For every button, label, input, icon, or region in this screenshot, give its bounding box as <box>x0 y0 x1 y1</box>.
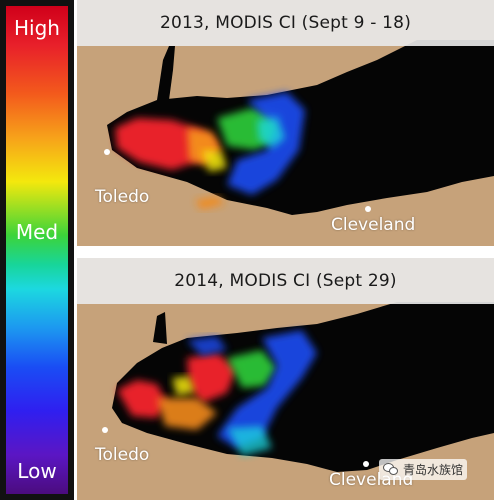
bloom-blue-east <box>227 92 305 195</box>
map-panel-2013: 2013, MODIS CI (Sept 9 - 18) Toledo Clev… <box>77 0 494 246</box>
ci-color-legend: High Med Low <box>0 0 74 500</box>
lake-water-detroit-river <box>153 312 167 344</box>
watermark-text: 青岛水族馆 <box>403 463 464 477</box>
map-panel-2014: 2014, MODIS CI (Sept 29) Toledo Clevelan… <box>77 258 494 500</box>
legend-low-label: Low <box>17 459 57 483</box>
panel-divider <box>77 246 494 258</box>
legend-med-label: Med <box>15 220 59 244</box>
bloom-cyan-streak <box>257 118 285 148</box>
toledo-marker <box>102 427 108 433</box>
bloom-orange-islands <box>195 196 225 210</box>
toledo-marker <box>104 149 110 155</box>
lake-erie-map-2014 <box>112 302 494 472</box>
bloom-cyan-south <box>227 426 272 456</box>
panel-title-2014: 2014, MODIS CI (Sept 29) <box>77 258 494 304</box>
legend-color-ramp <box>6 6 68 494</box>
lake-water-detroit-river <box>157 46 175 100</box>
city-label-cleveland: Cleveland <box>331 215 416 235</box>
bloom-yellow-patch <box>202 150 227 172</box>
bloom-orange-band <box>157 398 217 430</box>
bloom-green-central <box>227 350 277 388</box>
lake-water <box>112 302 494 472</box>
lake-erie-map-2013 <box>107 40 494 215</box>
bloom-blue-east <box>217 330 317 448</box>
cleveland-marker <box>363 461 369 467</box>
city-label-toledo: Toledo <box>95 187 150 207</box>
watermark: 青岛水族馆 <box>379 459 468 480</box>
bloom-yellow-patch <box>172 376 195 396</box>
legend-high-label: High <box>14 16 60 40</box>
panel-title-2013: 2013, MODIS CI (Sept 9 - 18) <box>77 0 494 46</box>
bloom-red-central <box>187 353 237 403</box>
city-label-toledo: Toledo <box>95 445 150 465</box>
wechat-icon <box>383 463 399 476</box>
cleveland-marker <box>365 206 371 212</box>
bloom-red-west <box>117 380 167 418</box>
bloom-blue-north <box>187 336 227 356</box>
